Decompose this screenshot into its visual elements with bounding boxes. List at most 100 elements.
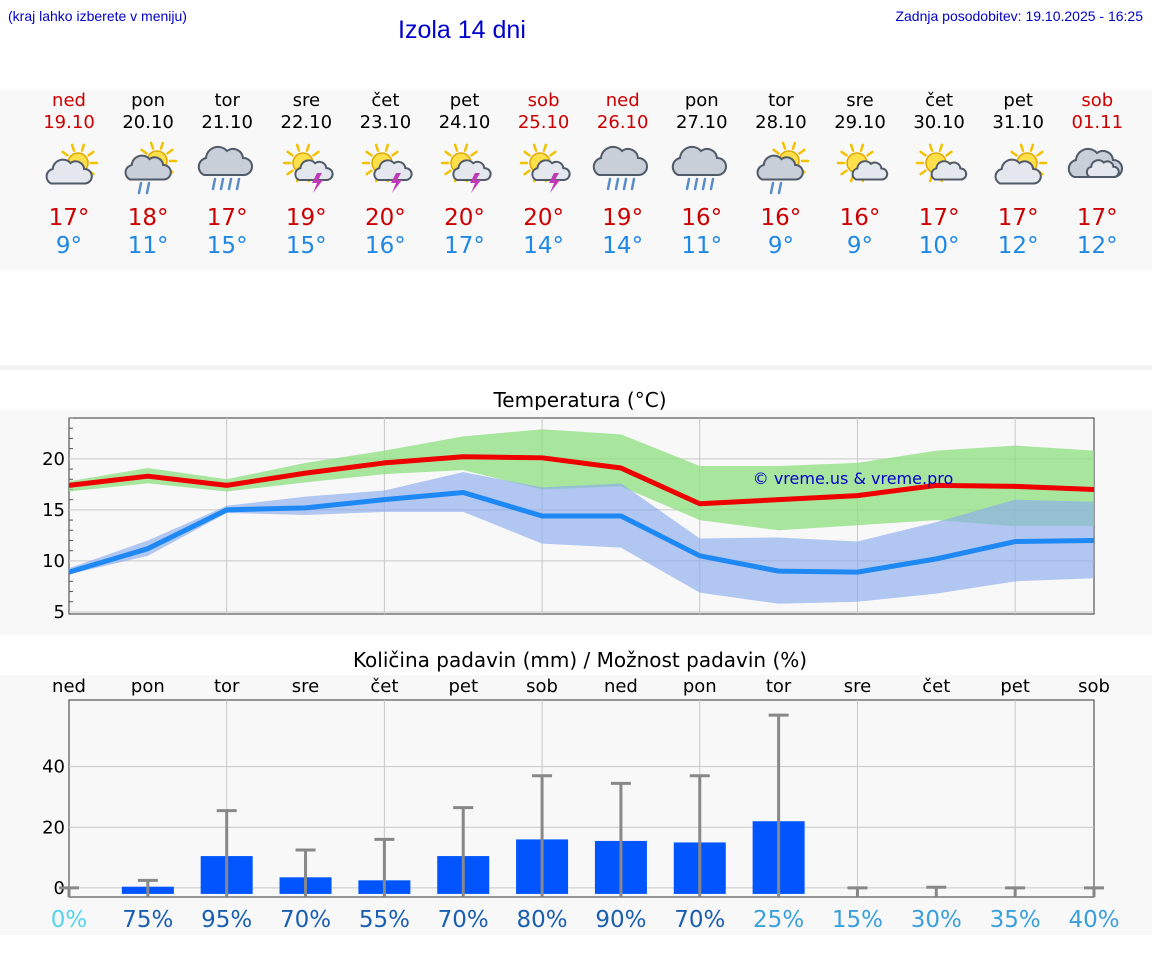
temp-min: 14°: [602, 233, 644, 259]
watermark: © vreme.us & vreme.pro: [753, 469, 954, 488]
day-date: 19.10: [43, 112, 95, 133]
y-tick-label: 5: [54, 602, 65, 623]
temp-min: 9°: [846, 233, 874, 259]
x-category-label: čet: [370, 676, 398, 697]
precip-max-whisker: [847, 886, 868, 897]
forecast-day: pet 31.10 17° 12°: [979, 90, 1058, 260]
sun-cloud-light-rain-icon: [741, 134, 820, 204]
forecast-day: pet 24.10 20° 17°: [425, 90, 504, 260]
day-date: 30.10: [913, 112, 965, 133]
forecast-day: ned 19.10 17° 9°: [30, 90, 109, 260]
max-temp-range-band: [69, 429, 1094, 531]
temp-max: 19°: [602, 205, 644, 231]
precip-probability: 90%: [595, 907, 646, 933]
precip-max-whisker: [689, 774, 710, 897]
y-tick-label: 20: [42, 449, 65, 470]
day-name: tor: [768, 90, 794, 111]
day-date: 24.10: [438, 112, 491, 133]
temp-min: 14°: [523, 233, 564, 259]
min-temp-line: [68, 490, 1095, 575]
sun-cloud-light-rain-icon: [109, 134, 188, 204]
y-tick-label: 15: [42, 500, 65, 521]
temp-min: 10°: [918, 233, 960, 259]
temp-max: 16°: [760, 205, 802, 231]
temp-max: 17°: [997, 205, 1039, 231]
precip-max-whisker: [137, 878, 158, 897]
cloudy-icon: [1058, 134, 1137, 204]
temp-max: 17°: [206, 205, 248, 231]
x-category-label: pon: [683, 676, 717, 697]
x-category-label: sre: [844, 676, 871, 697]
precip-probability: 40%: [1068, 907, 1119, 933]
precip-probability: 30%: [911, 907, 962, 933]
page-title: Izola 14 dni: [398, 16, 526, 44]
day-name: sre: [292, 90, 321, 111]
day-name: pet: [449, 90, 480, 111]
day-date: 31.10: [992, 112, 1044, 133]
temp-min: 17°: [444, 233, 485, 259]
precip-max-whisker: [1005, 886, 1026, 897]
location-hint: (kraj lahko izberete v meniju): [8, 8, 187, 24]
x-category-label: sre: [292, 676, 319, 697]
cloud-rain-icon: [662, 134, 741, 204]
precip-probability: 95%: [201, 907, 252, 933]
precip-max-whisker: [1084, 886, 1104, 897]
forecast-day: sre 29.10 16° 9°: [821, 90, 900, 260]
forecast-day: čet 23.10 20° 16°: [346, 90, 425, 260]
temp-max: 20°: [444, 205, 485, 231]
x-category-label: sob: [1078, 676, 1110, 697]
temp-min: 16°: [365, 233, 406, 259]
forecast-day: sre 22.10 19° 15°: [267, 90, 346, 260]
precip-max-whisker: [610, 781, 631, 897]
day-date: 23.10: [359, 112, 412, 133]
divider: [0, 365, 1152, 370]
sun-small-cloud-icon: [821, 134, 900, 204]
x-category-label: sob: [526, 676, 558, 697]
precip-probability: 70%: [438, 907, 489, 933]
day-name: sob: [527, 90, 560, 111]
x-category-label: ned: [604, 676, 638, 697]
temp-max: 17°: [918, 205, 960, 231]
day-name: čet: [925, 90, 954, 111]
temp-max: 17°: [48, 205, 90, 231]
forecast-day: sob 01.11 17° 12°: [1058, 90, 1137, 260]
x-category-label: pet: [1000, 676, 1030, 697]
day-name: pet: [1003, 90, 1033, 111]
sun-cloud-thunder-icon: [425, 134, 504, 204]
precipitation-chart: 02040nedpontorsrečetpetsobnedpontorsreče…: [42, 676, 1119, 933]
temp-min: 12°: [997, 233, 1039, 259]
temp-min: 15°: [285, 233, 327, 259]
y-tick-label: 20: [42, 817, 65, 838]
partly-cloudy-sun-icon: [30, 134, 109, 204]
temp-min: 11°: [127, 233, 169, 259]
precip-probability: 75%: [122, 907, 173, 933]
day-date: 22.10: [280, 112, 333, 133]
day-name: ned: [52, 90, 86, 111]
forecast-day: pon 20.10 18° 11°: [109, 90, 188, 260]
day-date: 28.10: [755, 112, 807, 133]
precip-max-whisker: [926, 885, 947, 897]
temp-min: 9°: [55, 233, 83, 259]
day-name: čet: [371, 90, 400, 111]
temp-min: 12°: [1076, 233, 1118, 259]
day-date: 01.11: [1071, 112, 1124, 133]
day-name: pon: [131, 90, 166, 111]
temp-min: 11°: [681, 233, 723, 259]
y-tick-label: 10: [42, 551, 65, 572]
day-date: 27.10: [676, 112, 728, 133]
precip-probability: 80%: [517, 907, 568, 933]
temp-min: 9°: [767, 233, 794, 259]
precip-max-whisker: [216, 809, 237, 897]
precip-probability: 35%: [990, 907, 1041, 933]
y-tick-label: 40: [42, 757, 65, 778]
precip-probability: 0%: [51, 907, 88, 933]
sun-small-cloud-icon: [900, 134, 979, 204]
max-temp-line: [68, 454, 1095, 507]
temperature-chart-title: Temperatura (°C): [493, 388, 667, 412]
day-name: tor: [214, 90, 240, 111]
temp-max: 20°: [523, 205, 564, 231]
forecast-day: tor 21.10 17° 15°: [188, 90, 267, 260]
forecast-strip: ned 19.10 17° 9° pon 20.10 18° 11° tor 21.10 17° 15…: [0, 90, 1152, 270]
precip-max-whisker: [374, 837, 395, 897]
x-category-label: ned: [52, 676, 86, 697]
